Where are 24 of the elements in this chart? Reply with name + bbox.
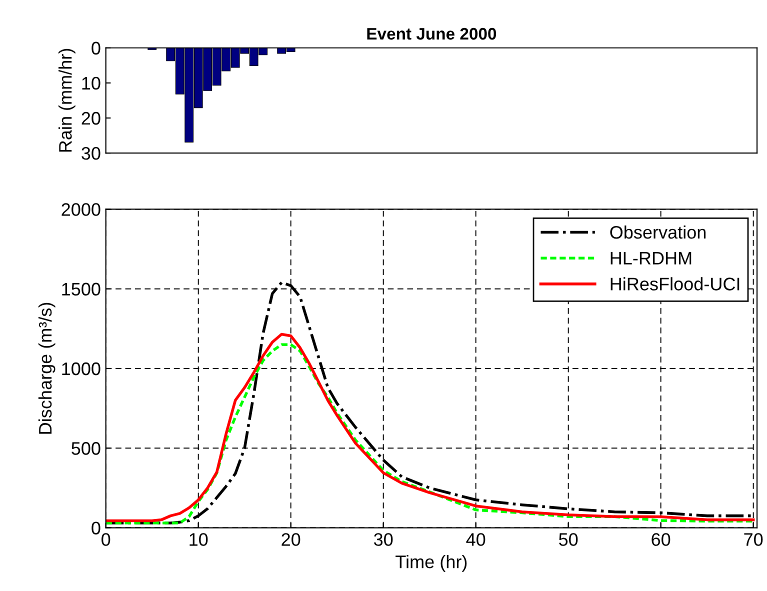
y-axis-title: Discharge (m³/s) — [38, 302, 56, 434]
legend-label: HL-RDHM — [610, 252, 692, 264]
legend-label: HiResFlood-UCI — [610, 277, 740, 290]
x-tick-label: 50 — [559, 533, 578, 546]
x-tick-label: 60 — [652, 533, 670, 546]
x-tick-label: 30 — [374, 533, 393, 546]
y-tick-label: 500 — [72, 442, 100, 455]
chart-title: Event June 2000 — [367, 28, 496, 40]
x-axis-title: Time (hr) — [396, 555, 467, 572]
y-tick-label: 20 — [82, 112, 100, 125]
y-axis-title: Rain (mm/hr) — [58, 48, 76, 152]
x-tick-label: 0 — [102, 533, 110, 546]
y-tick-label: 2000 — [62, 203, 100, 216]
x-tick-label: 70 — [744, 533, 763, 546]
x-tick-label: 10 — [190, 533, 208, 546]
legend-label: Observation — [610, 225, 706, 239]
x-tick-label: 20 — [282, 533, 300, 546]
y-tick-label: 0 — [92, 522, 100, 534]
y-tick-label: 1500 — [62, 282, 100, 296]
y-tick-label: 30 — [82, 147, 100, 160]
y-tick-label: 10 — [82, 76, 100, 90]
x-tick-label: 40 — [466, 533, 486, 546]
y-tick-label: 0 — [92, 42, 100, 55]
y-tick-label: 1000 — [62, 362, 100, 376]
